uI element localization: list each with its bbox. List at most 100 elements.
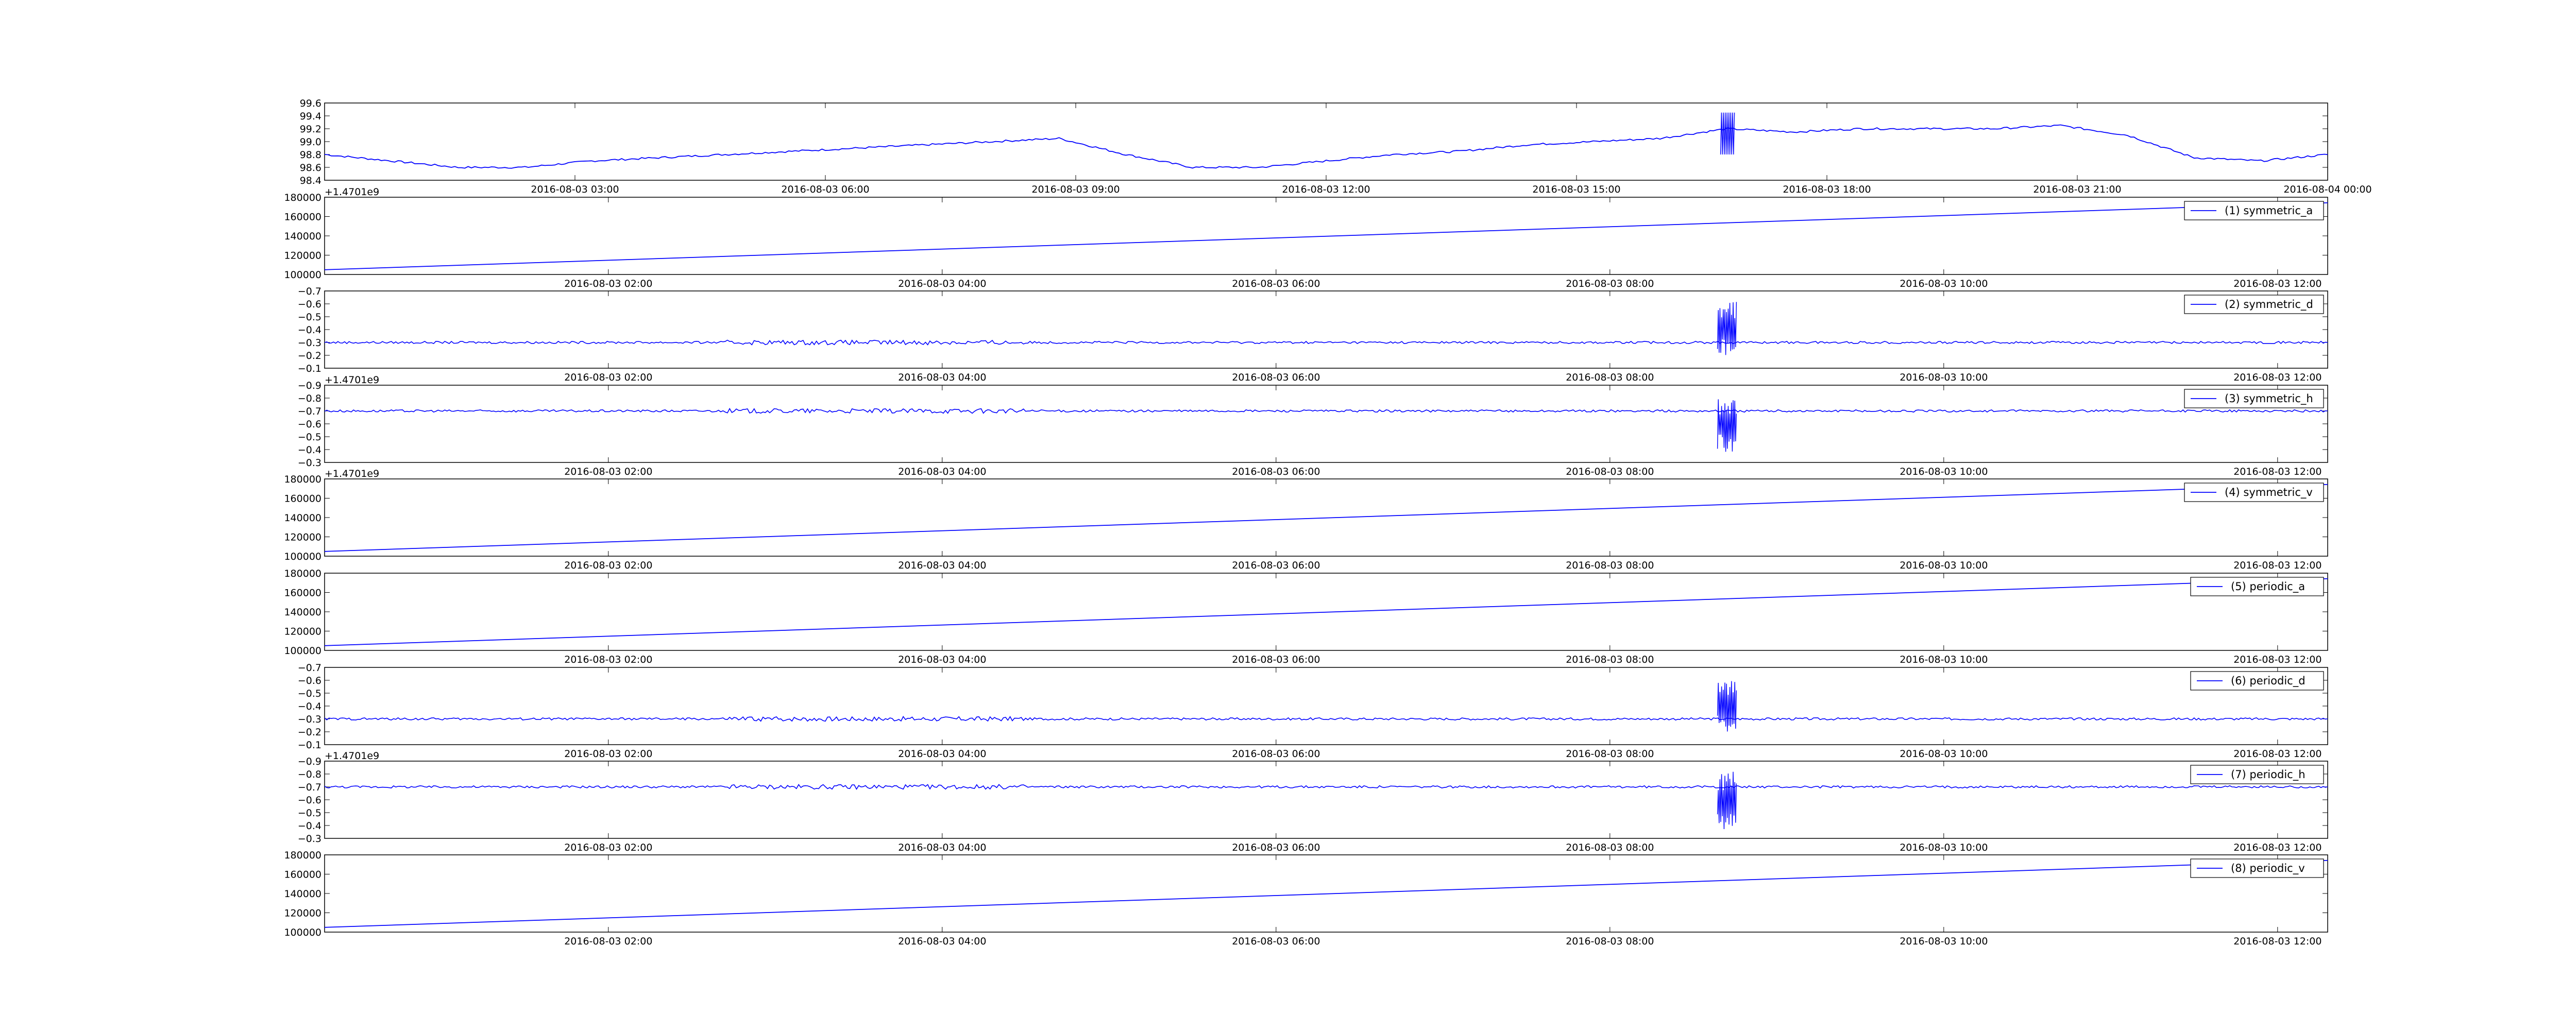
y-tick-label: 160000	[284, 212, 321, 223]
x-tick-label: 2016-08-03 03:00	[531, 184, 619, 195]
y-tick-label: −0.3	[298, 714, 321, 725]
x-tick-label: 2016-08-03 15:00	[1532, 184, 1620, 195]
y-tick-label: 100000	[284, 551, 321, 562]
y-tick-label: −0.9	[298, 380, 321, 391]
y-tick-label: −0.3	[298, 833, 321, 845]
y-tick-label: 100000	[284, 269, 321, 281]
subplot-9: 100000 120000 140000 160000 180000 2016-08-03…	[284, 850, 2328, 947]
y-tick-label: 140000	[284, 888, 321, 900]
y-tick-label: −0.9	[298, 756, 321, 767]
series-burst	[1717, 399, 1737, 452]
x-tick-label: 2016-08-03 08:00	[1566, 278, 1654, 289]
axes-frame	[324, 761, 2328, 839]
y-tick-label: 98.6	[300, 162, 321, 174]
y-tick-label: 99.6	[300, 98, 321, 109]
x-tick-label: 2016-08-03 10:00	[1900, 936, 1988, 947]
axes-frame	[324, 667, 2328, 745]
x-tick-label: 2016-08-03 12:00	[2233, 936, 2321, 947]
axis-offset-label: +1.4701e9	[325, 750, 379, 762]
series-line	[324, 124, 2328, 169]
y-tick-label: 180000	[284, 192, 321, 203]
series-burst	[1717, 302, 1737, 355]
x-tick-label: 2016-08-03 02:00	[564, 654, 652, 665]
y-tick-label: −0.7	[298, 406, 321, 417]
y-tick-label: −0.5	[298, 807, 321, 819]
x-tick-label: 2016-08-03 06:00	[781, 184, 869, 195]
y-tick-label: 160000	[284, 869, 321, 881]
y-tick-label: 120000	[284, 532, 321, 543]
y-tick-label: 140000	[284, 231, 321, 242]
y-tick-label: −0.5	[298, 688, 321, 699]
x-tick-label: 2016-08-03 12:00	[2233, 748, 2321, 760]
x-tick-label: 2016-08-03 10:00	[1900, 842, 1988, 853]
legend-label: (5) periodic_a	[2231, 580, 2305, 593]
x-tick-label: 2016-08-03 04:00	[898, 654, 986, 665]
x-tick-label: 2016-08-03 09:00	[1031, 184, 1120, 195]
y-tick-label: 140000	[284, 512, 321, 524]
series-line	[324, 715, 2328, 722]
y-tick-label: −0.2	[298, 727, 321, 738]
x-tick-label: 2016-08-03 04:00	[898, 372, 986, 383]
x-tick-label: 2016-08-03 08:00	[1566, 654, 1654, 665]
y-tick-label: −0.1	[298, 739, 321, 751]
series-line	[324, 484, 2328, 552]
axis-offset-label: +1.4701e9	[325, 374, 379, 386]
y-tick-label: −0.7	[298, 782, 321, 793]
y-tick-label: 98.4	[300, 175, 321, 186]
x-tick-label: 2016-08-03 06:00	[1232, 372, 1320, 383]
y-tick-label: 99.2	[300, 124, 321, 135]
x-tick-label: 2016-08-03 04:00	[898, 748, 986, 760]
x-tick-label: 2016-08-03 12:00	[2233, 842, 2321, 853]
subplot-1: 98.498.698.899.099.2 99.4 99.6 2016-08-03 0…	[300, 98, 2372, 195]
y-tick-label: −0.6	[298, 675, 321, 686]
series-line	[324, 784, 2328, 790]
subplot-3: −0.1−0.2−0.3−0.4−0.5 −0.6 −0.7 2016-08-03 0…	[298, 286, 2328, 383]
x-tick-label: 2016-08-03 06:00	[1232, 936, 1320, 947]
x-tick-label: 2016-08-03 08:00	[1566, 560, 1654, 571]
subplot-2: 100000 120000 140000 160000 180000 2016-08-03…	[284, 186, 2328, 289]
y-tick-label: −0.6	[298, 419, 321, 430]
subplot-6: 100000 120000 140000 160000 180000 2016-08-03…	[284, 568, 2328, 665]
axes-frame	[324, 385, 2328, 463]
x-tick-label: 2016-08-03 10:00	[1900, 654, 1988, 665]
y-tick-label: −0.7	[298, 286, 321, 297]
y-tick-label: 180000	[284, 850, 321, 861]
subplot-7: −0.1−0.2 −0.3 −0.4 −0.5 −0.6−0.7 2016-08-03 0…	[298, 662, 2328, 760]
y-tick-label: −0.4	[298, 324, 321, 336]
y-tick-label: 120000	[284, 626, 321, 638]
y-tick-label: −0.8	[298, 769, 321, 780]
x-tick-label: 2016-08-03 02:00	[564, 466, 652, 477]
legend-label: (8) periodic_v	[2231, 862, 2305, 875]
x-tick-label: 2016-08-03 06:00	[1232, 842, 1320, 853]
x-tick-label: 2016-08-03 04:00	[898, 842, 986, 853]
y-tick-label: 100000	[284, 927, 321, 938]
x-tick-label: 2016-08-03 06:00	[1232, 748, 1320, 760]
x-tick-label: 2016-08-03 10:00	[1900, 372, 1988, 383]
x-tick-label: 2016-08-03 12:00	[2233, 372, 2321, 383]
x-tick-label: 2016-08-03 10:00	[1900, 466, 1988, 477]
x-tick-label: 2016-08-03 06:00	[1232, 466, 1320, 477]
x-tick-label: 2016-08-03 08:00	[1566, 748, 1654, 760]
x-tick-label: 2016-08-03 02:00	[564, 842, 652, 853]
x-tick-label: 2016-08-03 10:00	[1900, 560, 1988, 571]
series-line	[324, 407, 2328, 414]
y-tick-label: 98.8	[300, 149, 321, 161]
x-tick-label: 2016-08-03 02:00	[564, 278, 652, 289]
x-tick-label: 2016-08-03 04:00	[898, 936, 986, 947]
y-tick-label: −0.8	[298, 393, 321, 404]
y-tick-label: −0.2	[298, 350, 321, 362]
x-tick-label: 2016-08-03 12:00	[2233, 560, 2321, 571]
y-tick-label: 120000	[284, 908, 321, 919]
y-tick-label: −0.7	[298, 662, 321, 674]
y-tick-label: −0.3	[298, 457, 321, 469]
subplot-8: −0.3−0.4−0.5−0.6 −0.7 −0.8 −0.9 2016-08-03 0…	[298, 750, 2328, 853]
x-tick-label: 2016-08-03 02:00	[564, 372, 652, 383]
x-tick-label: 2016-08-03 06:00	[1232, 560, 1320, 571]
axis-offset-label: +1.4701e9	[325, 468, 379, 479]
x-tick-label: 2016-08-03 18:00	[1783, 184, 1871, 195]
series-burst	[1717, 681, 1737, 732]
subplot-5: 100000 120000 140000 160000 180000 2016-08-03…	[284, 468, 2328, 571]
x-tick-label: 2016-08-03 04:00	[898, 466, 986, 477]
y-tick-label: −0.6	[298, 299, 321, 310]
